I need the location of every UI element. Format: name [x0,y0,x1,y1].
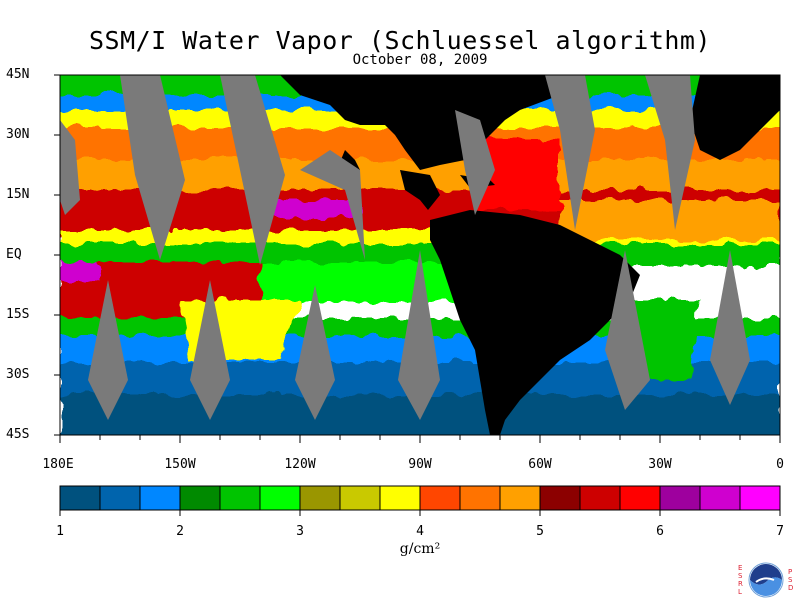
longitude-label: 150W [164,457,196,472]
colorbar-swatch [180,486,221,510]
colorbar-swatch [100,486,141,510]
colorbar-label: 7 [776,524,784,539]
colorbar-swatch [340,486,381,510]
colorbar-swatch [300,486,341,510]
colorbar-swatch [420,486,461,510]
latitude-label: 45S [6,427,30,442]
colorbar-swatch [380,486,421,510]
latitude-label: 15S [6,307,30,322]
map-field [60,75,780,435]
colorbar-label: 5 [536,524,544,539]
colorbar-swatch [660,486,701,510]
longitude-label: 60W [528,457,552,472]
latitude-label: 30N [6,127,30,142]
colorbar-swatch [60,486,101,510]
land-masks [280,75,780,435]
chart-title: SSM/I Water Vapor (Schluessel algorithm) [88,26,712,55]
longitude-label: 180E [42,457,74,472]
colorbar-swatch [700,486,741,510]
colorbar-label: 2 [176,524,184,539]
colorbar-swatch [740,486,781,510]
latitude-label: 15N [6,187,30,202]
colorbar-label: 3 [296,524,304,539]
colorbar-swatch [260,486,301,510]
colorbar-label: 6 [656,524,664,539]
colorbar-swatch [580,486,621,510]
longitude-label: 0 [776,457,784,472]
latitude-label: 45N [6,67,30,82]
chart-date: October 08, 2009 [352,52,488,68]
colorbar-swatch [540,486,581,510]
colorbar-swatch [620,486,661,510]
colorbar [60,486,781,510]
latitude-label: 30S [6,367,30,382]
longitude-label: 90W [408,457,432,472]
latitude-label: EQ [6,247,22,262]
noaa-emblem-icon [748,562,784,598]
colorbar-swatch [220,486,261,510]
colorbar-label: 4 [416,524,424,539]
colorbar-label: 1 [56,524,64,539]
axis-ticks [54,74,781,443]
data-gaps [60,75,750,420]
longitude-label: 120W [284,457,316,472]
colorbar-swatch [460,486,501,510]
colorbar-units: g/cm² [399,541,441,557]
colorbar-swatch [500,486,541,510]
colorbar-ticks [59,486,781,516]
longitude-label: 30W [648,457,672,472]
colorbar-swatch [140,486,181,510]
